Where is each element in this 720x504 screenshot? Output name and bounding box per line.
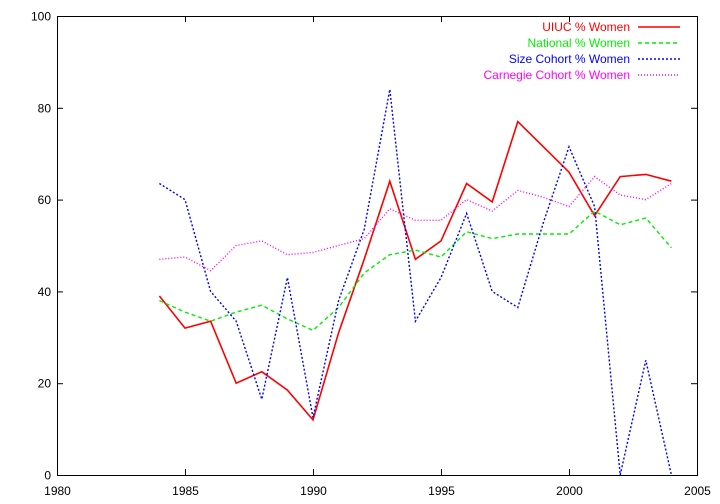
plot-area-frame — [57, 16, 698, 476]
y-tick-label: 60 — [38, 193, 52, 207]
series-lines — [158, 89, 673, 476]
y-tick-label: 40 — [38, 285, 52, 299]
series-line-2 — [159, 89, 673, 476]
series-line-1 — [159, 210, 672, 332]
x-tick-label: 1980 — [44, 484, 71, 498]
x-tick-label: 1995 — [428, 484, 455, 498]
x-tick-label: 2005 — [684, 484, 711, 498]
legend-label-2: Size Cohort % Women — [509, 52, 630, 66]
axis-ticks — [57, 16, 698, 476]
y-tick-label: 20 — [38, 377, 52, 391]
series-line-0 — [158, 120, 672, 422]
legend-label-0: UIUC % Women — [542, 20, 630, 34]
y-tick-label: 0 — [44, 469, 51, 483]
legend: UIUC % Women National % Women Size Cohort … — [483, 20, 680, 82]
legend-label-1: National % Women — [528, 36, 631, 50]
axis-tick-labels: 1980 1985 1990 1995 2000 2005 0 20 40 60 80 100 — [31, 10, 711, 499]
x-tick-label: 2000 — [556, 484, 583, 498]
series-line-3 — [159, 175, 672, 272]
y-tick-label: 100 — [31, 10, 51, 24]
y-tick-label: 80 — [38, 101, 52, 115]
legend-label-3: Carnegie Cohort % Women — [483, 68, 630, 82]
x-tick-label: 1990 — [300, 484, 327, 498]
x-tick-label: 1985 — [172, 484, 199, 498]
